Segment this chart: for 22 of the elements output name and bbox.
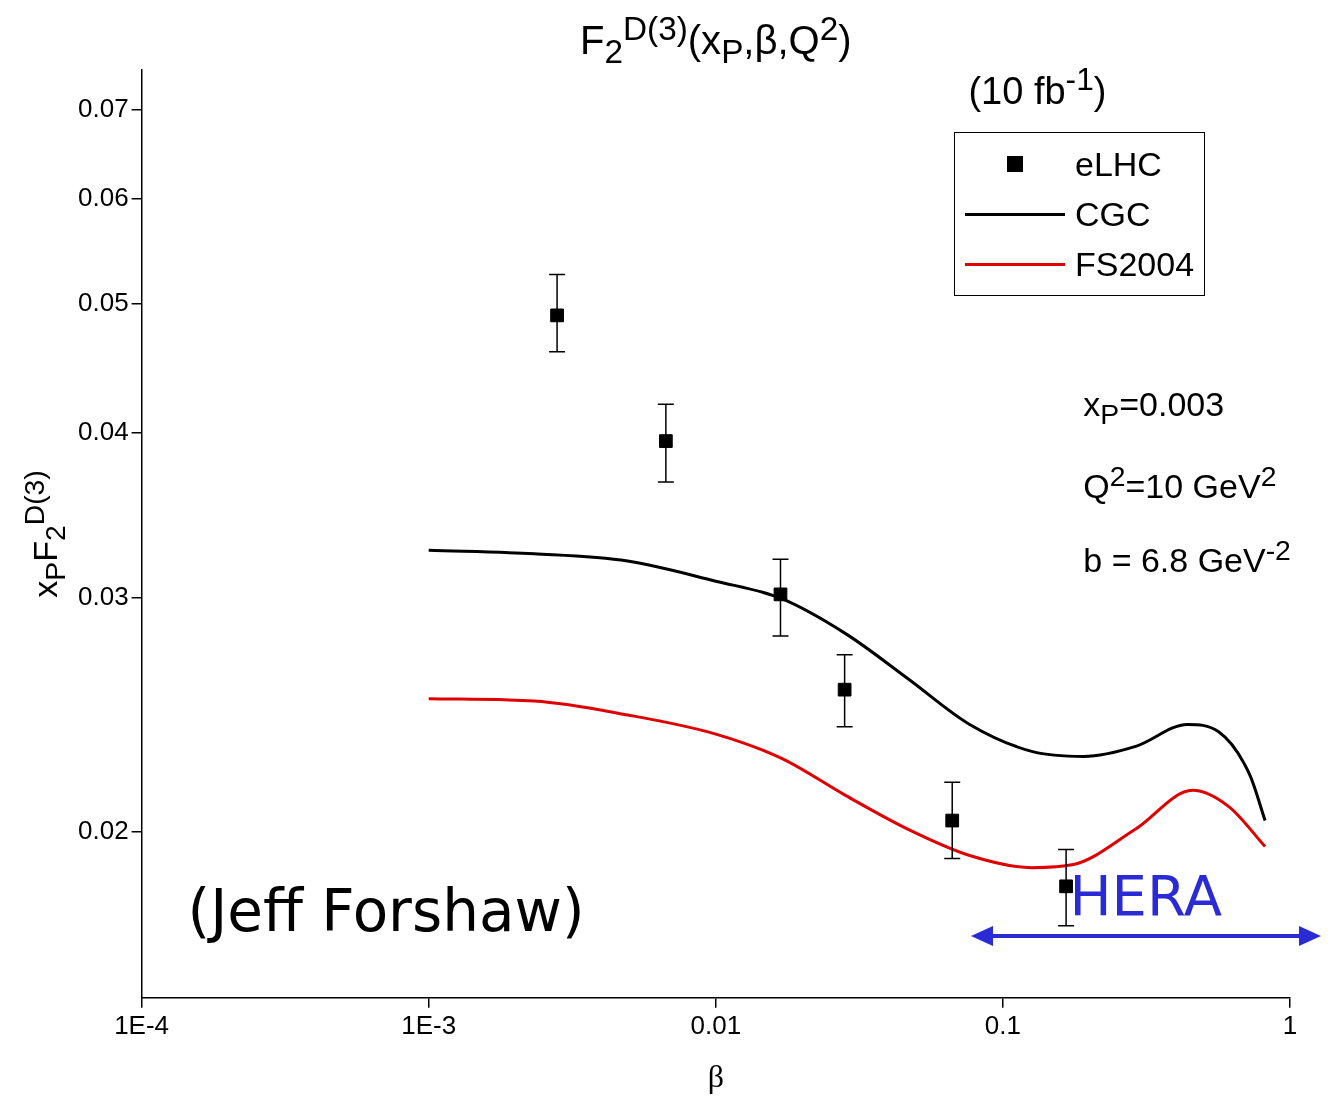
annotation: (Jeff Forshaw) xyxy=(187,877,585,946)
annotation: b = 6.8 GeV$^{-2}$ xyxy=(1083,533,1291,581)
y-tick-label: 0.07 xyxy=(77,92,129,123)
legend-label: eLHC xyxy=(1075,144,1162,184)
y-tick-label: 0.06 xyxy=(77,181,129,212)
x-tick-label: 0.1 xyxy=(984,1009,1021,1040)
x-tick-label: 1E-4 xyxy=(114,1009,170,1040)
y-tick-label: 0.04 xyxy=(77,415,129,446)
x-axis-title: β xyxy=(707,1057,724,1095)
legend-label: FS2004 xyxy=(1075,244,1195,284)
x-tick-label: 1 xyxy=(1282,1009,1298,1040)
annotation: x$_{P}$=0.003 xyxy=(1083,385,1225,432)
y-tick-label: 0.05 xyxy=(77,286,129,317)
annotation: Q$^{2}$=10 GeV$^{2}$ xyxy=(1083,459,1277,506)
x-tick-label: 0.01 xyxy=(690,1009,742,1040)
y-tick-label: 0.02 xyxy=(77,815,129,846)
x-tick-label: 1E-3 xyxy=(401,1009,457,1040)
chart-title: F$_{2}$$^{D(3)}$(x$_{P}$,β,Q$^{2}$) xyxy=(580,10,852,72)
annotation: HERA xyxy=(1069,863,1222,929)
y-tick-label: 0.03 xyxy=(77,581,129,612)
annotation: (10 fb$^{-1}$) xyxy=(968,60,1107,113)
legend-label: CGC xyxy=(1075,194,1151,234)
